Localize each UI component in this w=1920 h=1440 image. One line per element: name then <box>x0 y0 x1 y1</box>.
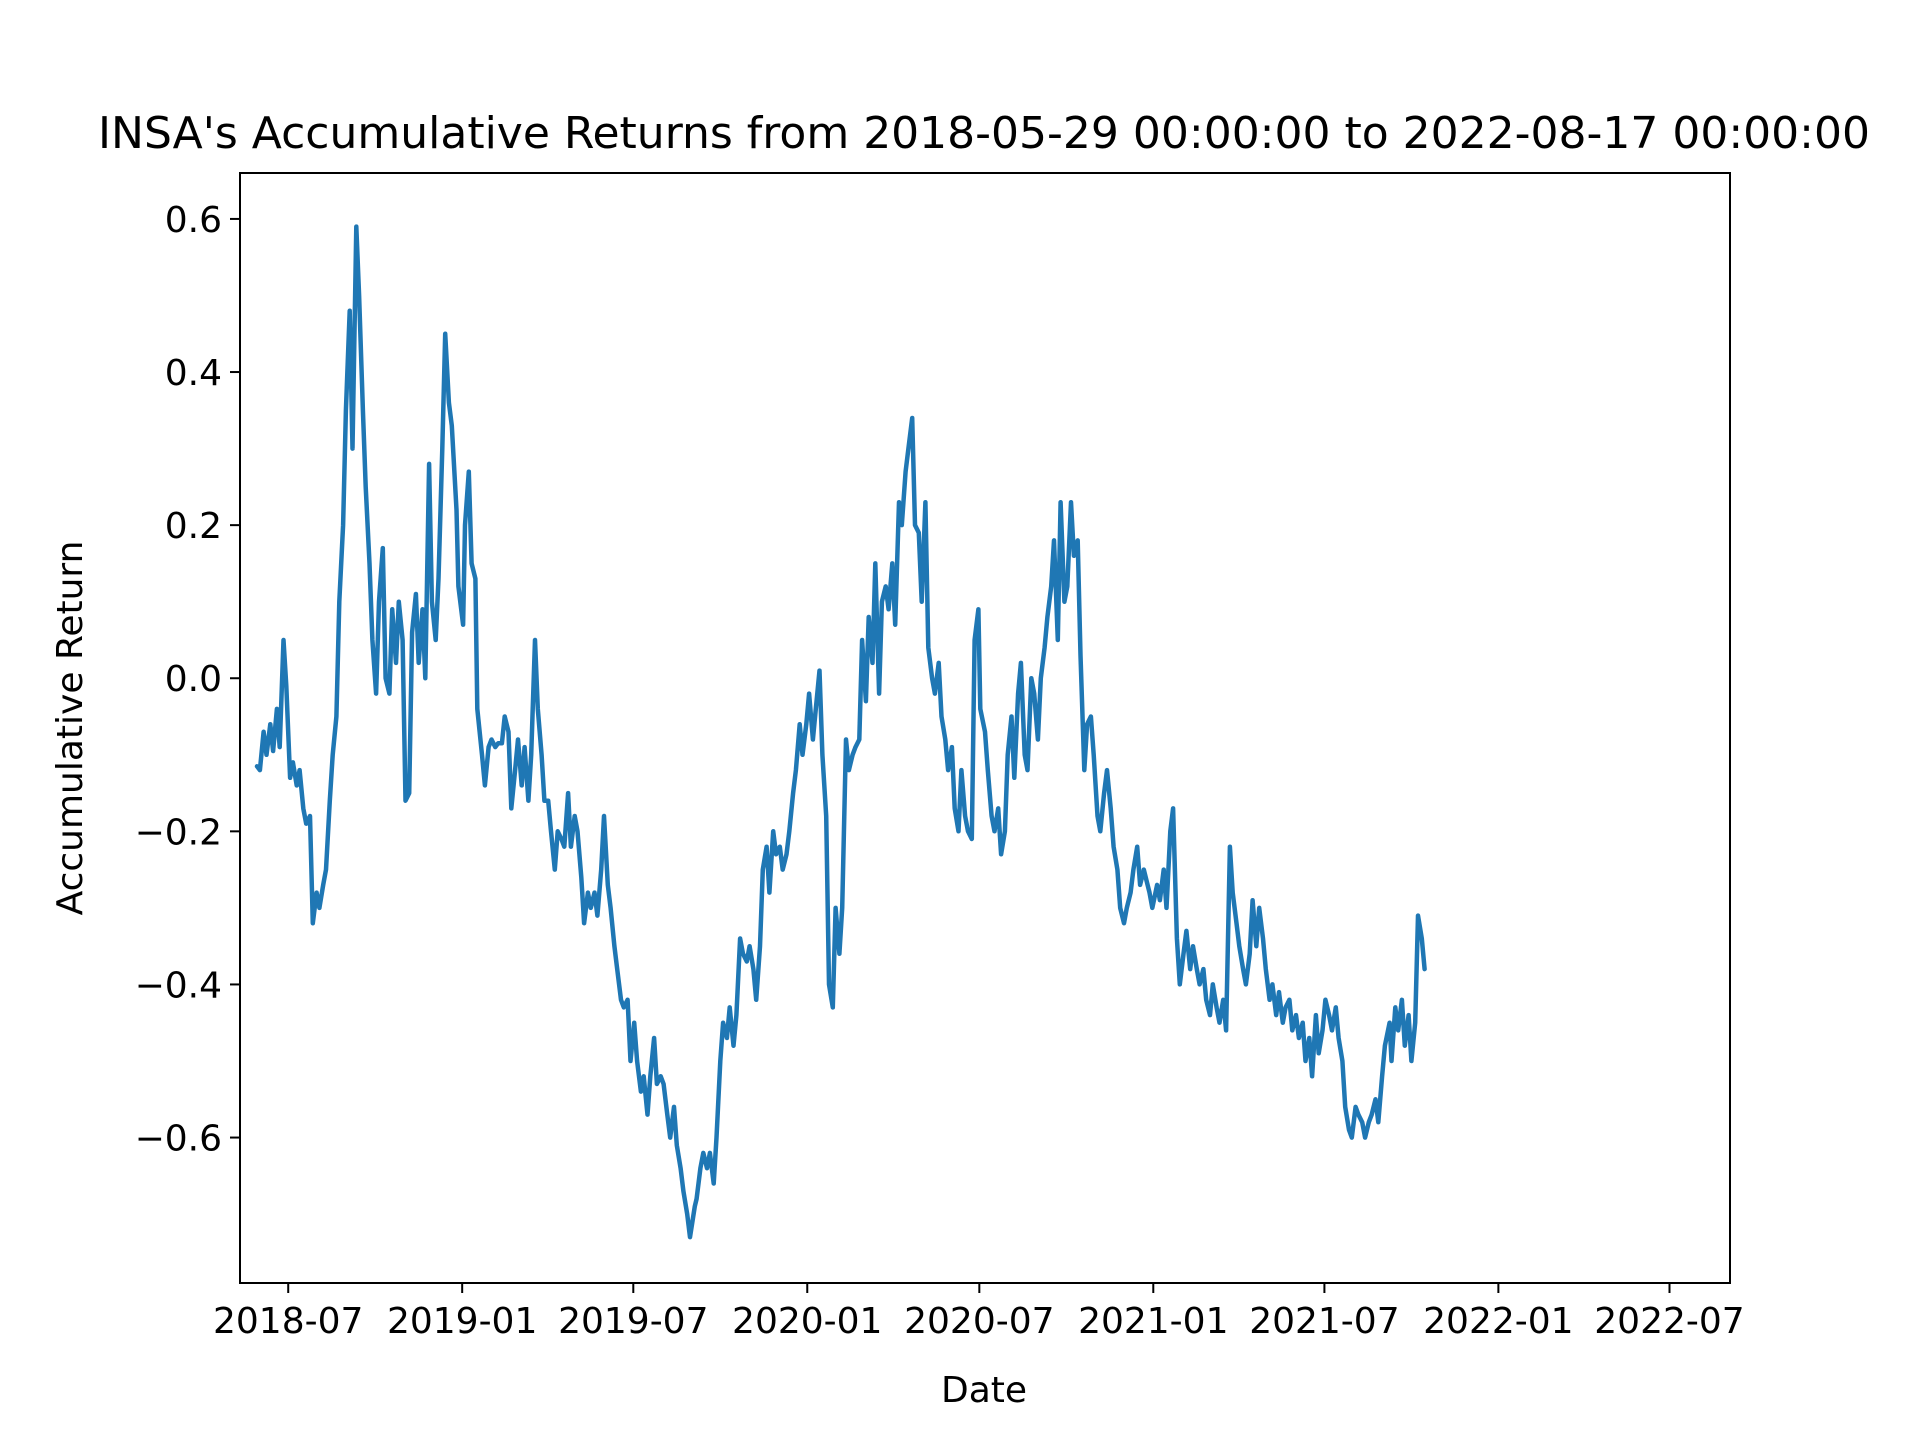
y-axis-label: Accumulative Return <box>50 541 91 916</box>
x-tick-label: 2020-01 <box>732 1301 882 1342</box>
x-axis-label: Date <box>941 1370 1027 1411</box>
x-tick-label: 2020-07 <box>904 1301 1054 1342</box>
x-tick-label: 2022-07 <box>1594 1301 1744 1342</box>
x-tick-label: 2021-01 <box>1078 1301 1228 1342</box>
y-tick-label: −0.2 <box>135 812 222 853</box>
y-tick-label: 0.0 <box>165 659 222 700</box>
plot-frame <box>239 172 1731 1284</box>
chart-title: INSA's Accumulative Returns from 2018-05… <box>98 108 1870 159</box>
y-tick-label: −0.6 <box>135 1119 222 1160</box>
x-tick-label: 2021-07 <box>1249 1301 1399 1342</box>
x-tick-label: 2019-01 <box>387 1301 537 1342</box>
y-tick-label: −0.4 <box>135 965 222 1006</box>
y-axis: 0.6 0.4 0.2 0.0 −0.2 −0.4 −0.6 <box>135 200 240 1160</box>
y-tick-label: 0.2 <box>165 506 222 547</box>
y-tick-label: 0.6 <box>165 200 222 241</box>
x-tick-label: 2019-07 <box>558 1301 708 1342</box>
x-tick-label: 2018-07 <box>213 1301 363 1342</box>
y-tick-label: 0.4 <box>165 353 222 394</box>
series-line <box>254 224 1427 1240</box>
x-tick-label: 2022-01 <box>1423 1301 1573 1342</box>
x-axis: 2018-07 2019-01 2019-07 2020-01 2020-07 2021-… <box>213 1283 1745 1342</box>
